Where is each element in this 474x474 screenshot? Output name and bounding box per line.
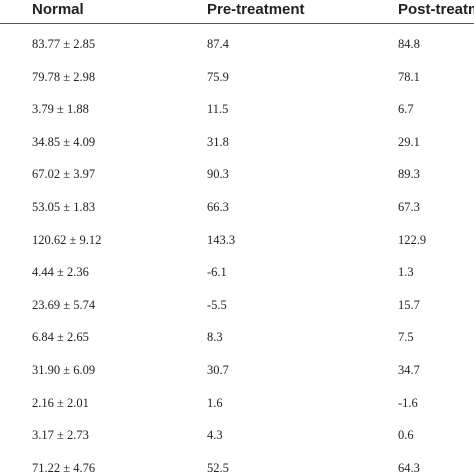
table-cell: -5.5 — [207, 297, 227, 312]
table-cell: 66.3 — [207, 200, 229, 214]
table-cell: 1.3 — [398, 265, 414, 280]
table-cell: 23.69 ± 5.74 — [32, 297, 96, 312]
table-cell: 78.1 — [398, 69, 420, 84]
table-cell: 52.5 — [207, 460, 229, 474]
table-cell: 0.6 — [398, 428, 414, 443]
table-row: 2.16 ± 2.01 1.6 -1.6 — [0, 389, 474, 421]
table-row: 23.69 ± 5.74 -5.5 15.7 — [0, 291, 474, 323]
table-cell: 84.8 — [398, 37, 420, 51]
table-cell: 122.9 — [398, 232, 427, 247]
table-cell: 87.4 — [207, 37, 229, 51]
table-row: 3.79 ± 1.88 11.5 6.7 — [0, 95, 474, 127]
table-cell: 90.3 — [207, 167, 229, 182]
table-cell: 89.3 — [398, 167, 420, 182]
table-cell: 31.90 ± 6.09 — [32, 363, 96, 377]
table-row: 53.05 ± 1.83 66.3 67.3 — [0, 193, 474, 225]
table-row: 4.44 ± 2.36 -6.1 1.3 — [0, 258, 474, 290]
table-cell: 29.1 — [398, 134, 420, 149]
table-row: 120.62 ± 9.12 143.3 122.9 — [0, 226, 474, 258]
table-cell: 3.17 ± 2.73 — [32, 428, 89, 443]
table-cell: 4.3 — [207, 428, 223, 443]
table-cell: 75.9 — [207, 69, 229, 84]
header-cell: Pre-treatment — [207, 1, 305, 18]
table-cell: 53.05 ± 1.83 — [32, 200, 96, 214]
table-cell: 67.02 ± 3.97 — [32, 167, 96, 182]
table-cell: 4.44 ± 2.36 — [32, 265, 89, 280]
table-row: 67.02 ± 3.97 90.3 89.3 — [0, 160, 474, 192]
table-cell: 6.7 — [398, 102, 414, 117]
table-row: 34.85 ± 4.09 31.8 29.1 — [0, 128, 474, 160]
table-row: 71.22 ± 4.76 52.5 64.3 — [0, 454, 474, 474]
table-cell: 15.7 — [398, 297, 420, 312]
table-cell: 8.3 — [207, 330, 223, 345]
table-cell: 83.77 ± 2.85 — [32, 37, 96, 51]
table-cell: 31.8 — [207, 134, 229, 149]
table-cell: 120.62 ± 9.12 — [32, 232, 102, 247]
table-cell: 2.16 ± 2.01 — [32, 395, 89, 410]
table-cell: -6.1 — [207, 265, 227, 280]
table-row: 79.78 ± 2.98 75.9 78.1 — [0, 63, 474, 95]
table-cell: 6.84 ± 2.65 — [32, 330, 89, 345]
table-cell: 1.6 — [207, 395, 223, 410]
header-rule — [0, 23, 474, 24]
table-cell: 34.7 — [398, 363, 420, 377]
table-cell: 34.85 ± 4.09 — [32, 134, 96, 149]
table-cell: 143.3 — [207, 232, 236, 247]
table-cell: -1.6 — [398, 395, 418, 410]
table-cell: 7.5 — [398, 330, 414, 345]
table-cell: 71.22 ± 4.76 — [32, 460, 96, 474]
table-cell: 67.3 — [398, 200, 420, 214]
table-cell: 30.7 — [207, 363, 229, 377]
table-row: 83.77 ± 2.85 87.4 84.8 — [0, 30, 474, 62]
header-cell: Post-treatment — [398, 1, 474, 18]
header-cell: Normal — [32, 1, 84, 18]
table-cell: 11.5 — [207, 102, 229, 117]
table-cell: 64.3 — [398, 460, 420, 474]
table-row: 3.17 ± 2.73 4.3 0.6 — [0, 421, 474, 453]
table-row: 31.90 ± 6.09 30.7 34.7 — [0, 356, 474, 388]
table-cell: 79.78 ± 2.98 — [32, 69, 96, 84]
table-cell: 3.79 ± 1.88 — [32, 102, 89, 117]
table-row: 6.84 ± 2.65 8.3 7.5 — [0, 323, 474, 355]
